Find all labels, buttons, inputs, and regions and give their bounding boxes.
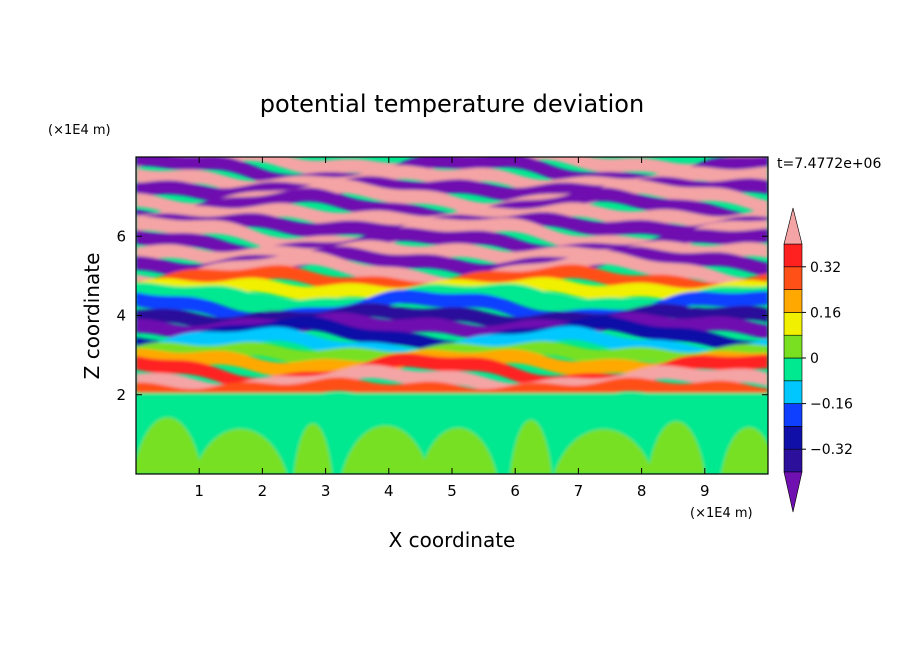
contour-band [136, 157, 768, 178]
z-axis: 2 4 6 [116, 227, 768, 404]
colorbar-swatch [783, 266, 803, 290]
lower-plume [721, 427, 768, 474]
colorbar-swatch [783, 243, 803, 268]
contour-bands [136, 157, 768, 474]
colorbar-swatch [783, 380, 803, 404]
z-unit-label: (×1E4 m) [48, 123, 111, 138]
x-tick-label: 8 [637, 482, 647, 500]
lower-plume [136, 417, 203, 474]
z-tick-label: 4 [116, 307, 126, 325]
x-tick-label: 2 [258, 482, 268, 500]
colorbar-label: −0.16 [810, 397, 853, 413]
colorbar-swatch [783, 426, 803, 450]
x-tick-label: 1 [194, 482, 204, 500]
colorbar-swatch [783, 312, 803, 336]
lower-plume [510, 420, 552, 474]
contour-band [136, 250, 768, 292]
colorbar-over-triangle [783, 207, 803, 245]
colorbar: 0.32 0.16 0 −0.16 −0.32 [783, 207, 853, 513]
plot-area [135, 156, 769, 475]
time-label: t=7.4772e+06 [777, 156, 881, 172]
x-tick-label: 3 [321, 482, 331, 500]
colorbar-swatch [783, 357, 803, 382]
x-tick-label: 7 [574, 482, 584, 500]
z-tick-label: 6 [116, 227, 126, 245]
lower-plume [341, 425, 430, 474]
colorbar-swatch [783, 448, 803, 473]
x-tick-label: 6 [510, 482, 520, 500]
colorbar-label: 0.32 [810, 260, 841, 276]
x-axis: 1 2 3 4 5 6 7 8 9 [194, 157, 710, 500]
contour-band [136, 315, 768, 356]
chart-title: potential temperature deviation [260, 90, 644, 118]
colorbar-under-triangle [783, 471, 803, 513]
x-tick-label: 9 [700, 482, 710, 500]
contour-field [136, 157, 768, 474]
colorbar-swatch [783, 403, 803, 427]
contour-band [136, 187, 768, 228]
x-unit-label: (×1E4 m) [690, 506, 753, 521]
z-axis-label: Z coordinate [80, 253, 104, 380]
lower-plume [554, 429, 654, 474]
z-tick-label: 2 [116, 386, 126, 404]
colorbar-label: 0.16 [810, 305, 841, 321]
colorbar-swatch [783, 289, 803, 313]
lower-plume [193, 428, 287, 474]
x-axis-label: X coordinate [389, 528, 516, 552]
x-tick-label: 5 [447, 482, 457, 500]
colorbar-swatch [783, 334, 803, 359]
colorbar-label: −0.32 [810, 442, 853, 458]
colorbar-label: 0 [810, 351, 819, 367]
lower-plume [293, 423, 333, 474]
lower-plume [420, 428, 497, 474]
x-tick-label: 4 [384, 482, 394, 500]
lower-plume [647, 421, 706, 474]
